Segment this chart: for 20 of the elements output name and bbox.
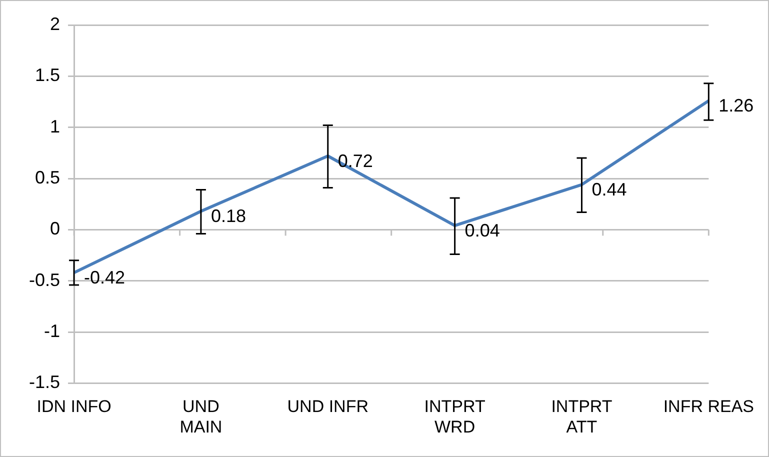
x-tick-label: INTPRT ATT — [551, 397, 612, 436]
y-tick-label: 0 — [50, 218, 60, 239]
data-label: 1.26 — [718, 96, 754, 116]
y-tick-label: -1 — [44, 320, 60, 341]
y-tick-label: 0.5 — [34, 167, 60, 188]
x-tick-label: IDN INFO — [36, 397, 112, 416]
data-label: 0.04 — [464, 220, 500, 241]
y-tick-label: -1.5 — [28, 372, 60, 392]
y-tick-label: 1 — [50, 116, 60, 136]
data-label: 0.72 — [338, 150, 373, 171]
x-tick-label: INTPRT WRD — [424, 397, 486, 436]
y-tick-label: -0.5 — [28, 270, 60, 290]
data-label: 0.44 — [592, 180, 627, 200]
x-tick-label: UND INFR — [287, 397, 368, 416]
data-label: 0.18 — [210, 206, 246, 226]
data-label: -0.42 — [84, 268, 126, 288]
x-tick-label: INFR REAS — [663, 397, 754, 416]
y-tick-label: 1.5 — [34, 65, 60, 86]
x-tick-label: UND MAIN — [180, 397, 222, 436]
y-tick-label: 2 — [50, 14, 60, 34]
